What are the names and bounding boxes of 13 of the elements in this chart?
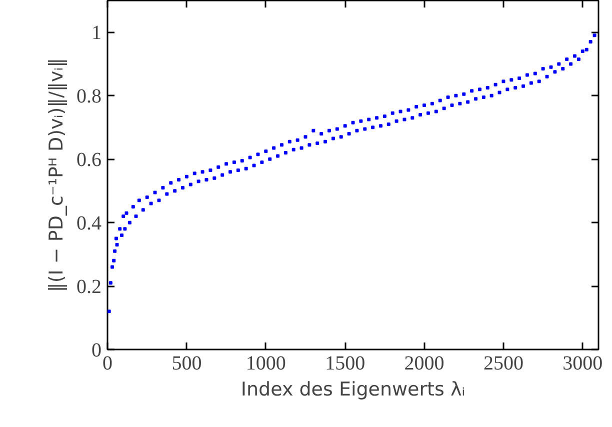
y-axis-title: ‖(I − PD_c⁻¹Pᴴ D)vᵢ)‖/‖vᵢ‖ <box>46 58 68 292</box>
y-tick-label: 0.6 <box>76 149 102 172</box>
x-axis-title: Index des Eigenwerts λᵢ <box>240 378 466 400</box>
x-tick-label: 2500 <box>483 352 524 374</box>
y-tick-label: 0.8 <box>76 86 102 108</box>
y-tick-label: 0.2 <box>76 276 102 298</box>
y-tick-label: 0.4 <box>76 212 102 235</box>
x-tick-label: 2000 <box>404 352 444 374</box>
x-tick-label: 1000 <box>246 352 286 374</box>
x-tick-label: 3000 <box>562 352 603 374</box>
x-tick-label: 500 <box>172 352 202 374</box>
y-tick-label: 1 <box>92 22 102 44</box>
x-tick-label: 1500 <box>325 352 366 374</box>
